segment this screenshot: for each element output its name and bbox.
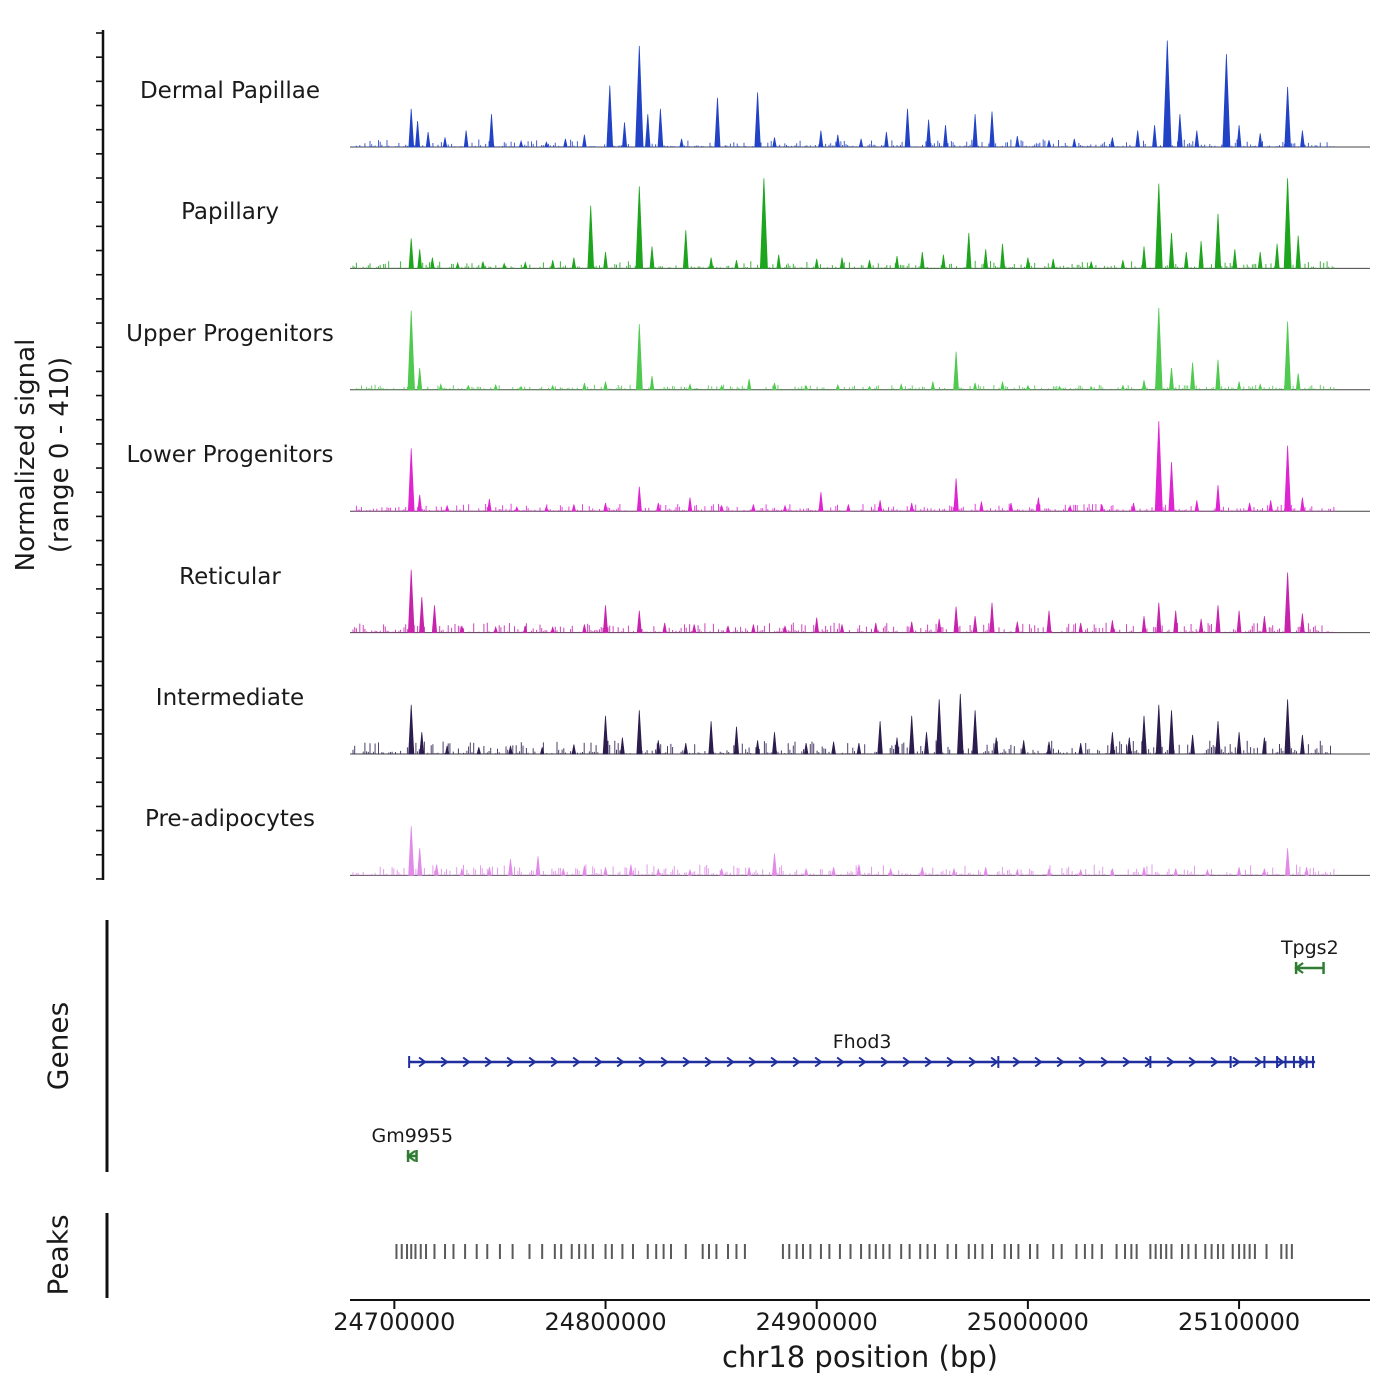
signal-axis-bracket xyxy=(96,30,105,880)
gene-label-gm9955: Gm9955 xyxy=(371,1125,454,1147)
track-noise xyxy=(352,384,1335,390)
track-noise xyxy=(352,139,1335,147)
gene-tpgs2 xyxy=(1294,962,1325,974)
signal-track-papillary xyxy=(350,178,1370,269)
signal-track-intermediate xyxy=(350,693,1370,755)
x-tick-label-25100000: 25100000 xyxy=(1177,1308,1301,1336)
gene-label-fhod3: Fhod3 xyxy=(832,1031,892,1053)
track-noise xyxy=(352,503,1335,512)
x-axis xyxy=(350,1299,1370,1309)
signal-track-reticular xyxy=(350,569,1370,634)
track-noise xyxy=(352,864,1335,876)
track-signal-peaks xyxy=(407,307,1301,391)
track-noise xyxy=(352,740,1335,754)
x-tick-label-24700000: 24700000 xyxy=(333,1308,456,1336)
track-label-lower-progenitors: Lower Progenitors xyxy=(126,442,334,469)
track-label-upper-progenitors: Upper Progenitors xyxy=(126,320,334,347)
x-tick-label-24800000: 24800000 xyxy=(544,1308,667,1336)
track-signal-peaks xyxy=(408,826,1309,876)
peaks-section-label: Peaks xyxy=(41,1214,75,1296)
x-tick-label-25000000: 25000000 xyxy=(966,1308,1089,1336)
track-signal-peaks xyxy=(407,421,1305,512)
track-label-pre-adipocytes: Pre-adipocytes xyxy=(144,806,316,833)
y-axis-label-line1: Normalized signal xyxy=(11,338,42,572)
track-signal-peaks xyxy=(407,569,1305,633)
y-axis-label: Normalized signal (range 0 - 410) xyxy=(10,339,78,572)
signal-track-lower-progenitors xyxy=(350,421,1370,512)
x-axis-title: chr18 position (bp) xyxy=(722,1340,998,1374)
peak-calls-track xyxy=(395,1244,1293,1259)
track-signal-peaks xyxy=(408,178,1301,269)
gene-fhod3 xyxy=(408,1056,1316,1068)
signal-track-upper-progenitors xyxy=(350,307,1370,391)
y-axis-label-line2: (range 0 - 410) xyxy=(45,356,75,554)
track-signal-peaks xyxy=(408,40,1305,148)
genes-section-label: Genes xyxy=(41,1001,75,1091)
gene-label-tpgs2: Tpgs2 xyxy=(1280,937,1339,959)
track-signal-peaks xyxy=(408,693,1305,755)
track-label-papillary: Papillary xyxy=(181,199,279,226)
gene-gm9955 xyxy=(406,1150,418,1162)
signal-track-pre-adipocytes xyxy=(350,826,1370,876)
x-tick-label-24900000: 24900000 xyxy=(755,1308,878,1336)
track-label-dermal-papillae: Dermal Papillae xyxy=(139,78,321,104)
track-label-reticular: Reticular xyxy=(179,563,281,590)
track-label-intermediate: Intermediate xyxy=(155,685,305,711)
signal-track-dermal-papillae xyxy=(350,40,1370,148)
